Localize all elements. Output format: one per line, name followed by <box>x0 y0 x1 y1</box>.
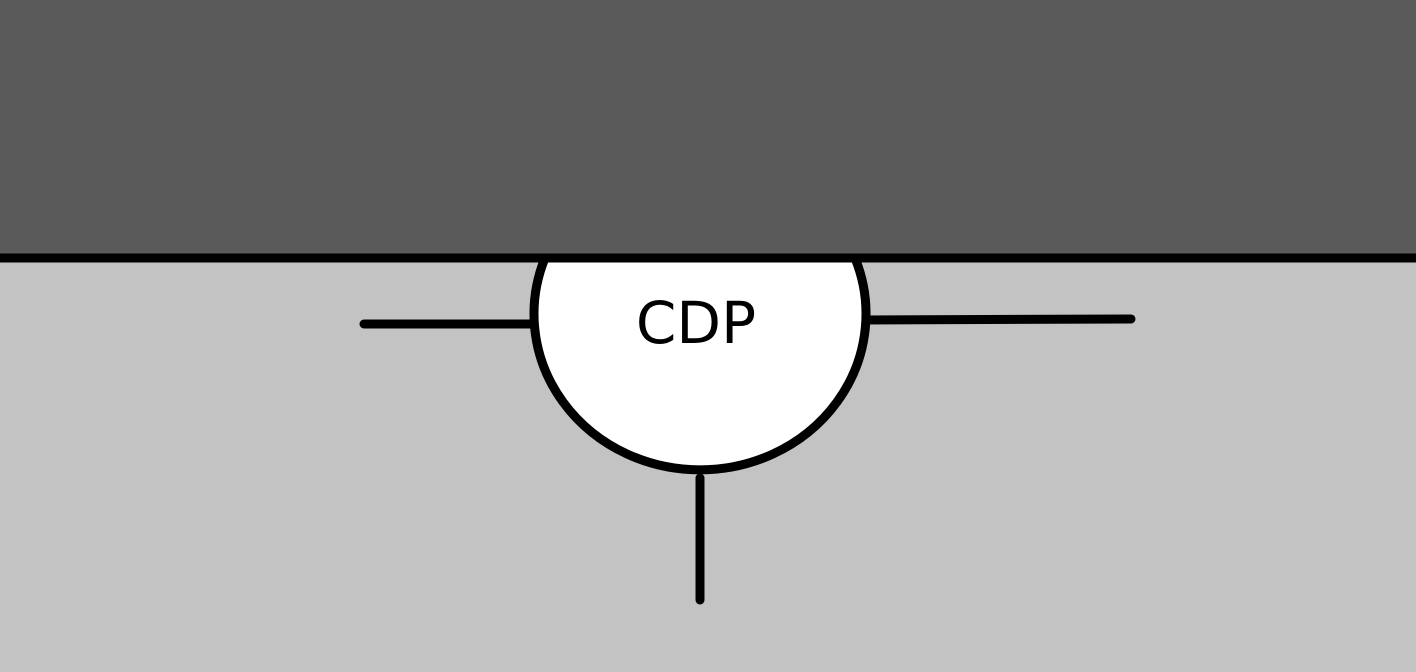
upper-region <box>0 0 1416 258</box>
right-connector <box>861 314 1136 325</box>
cdp-node-label: CDP <box>636 289 756 357</box>
cdp-node <box>529 253 871 475</box>
